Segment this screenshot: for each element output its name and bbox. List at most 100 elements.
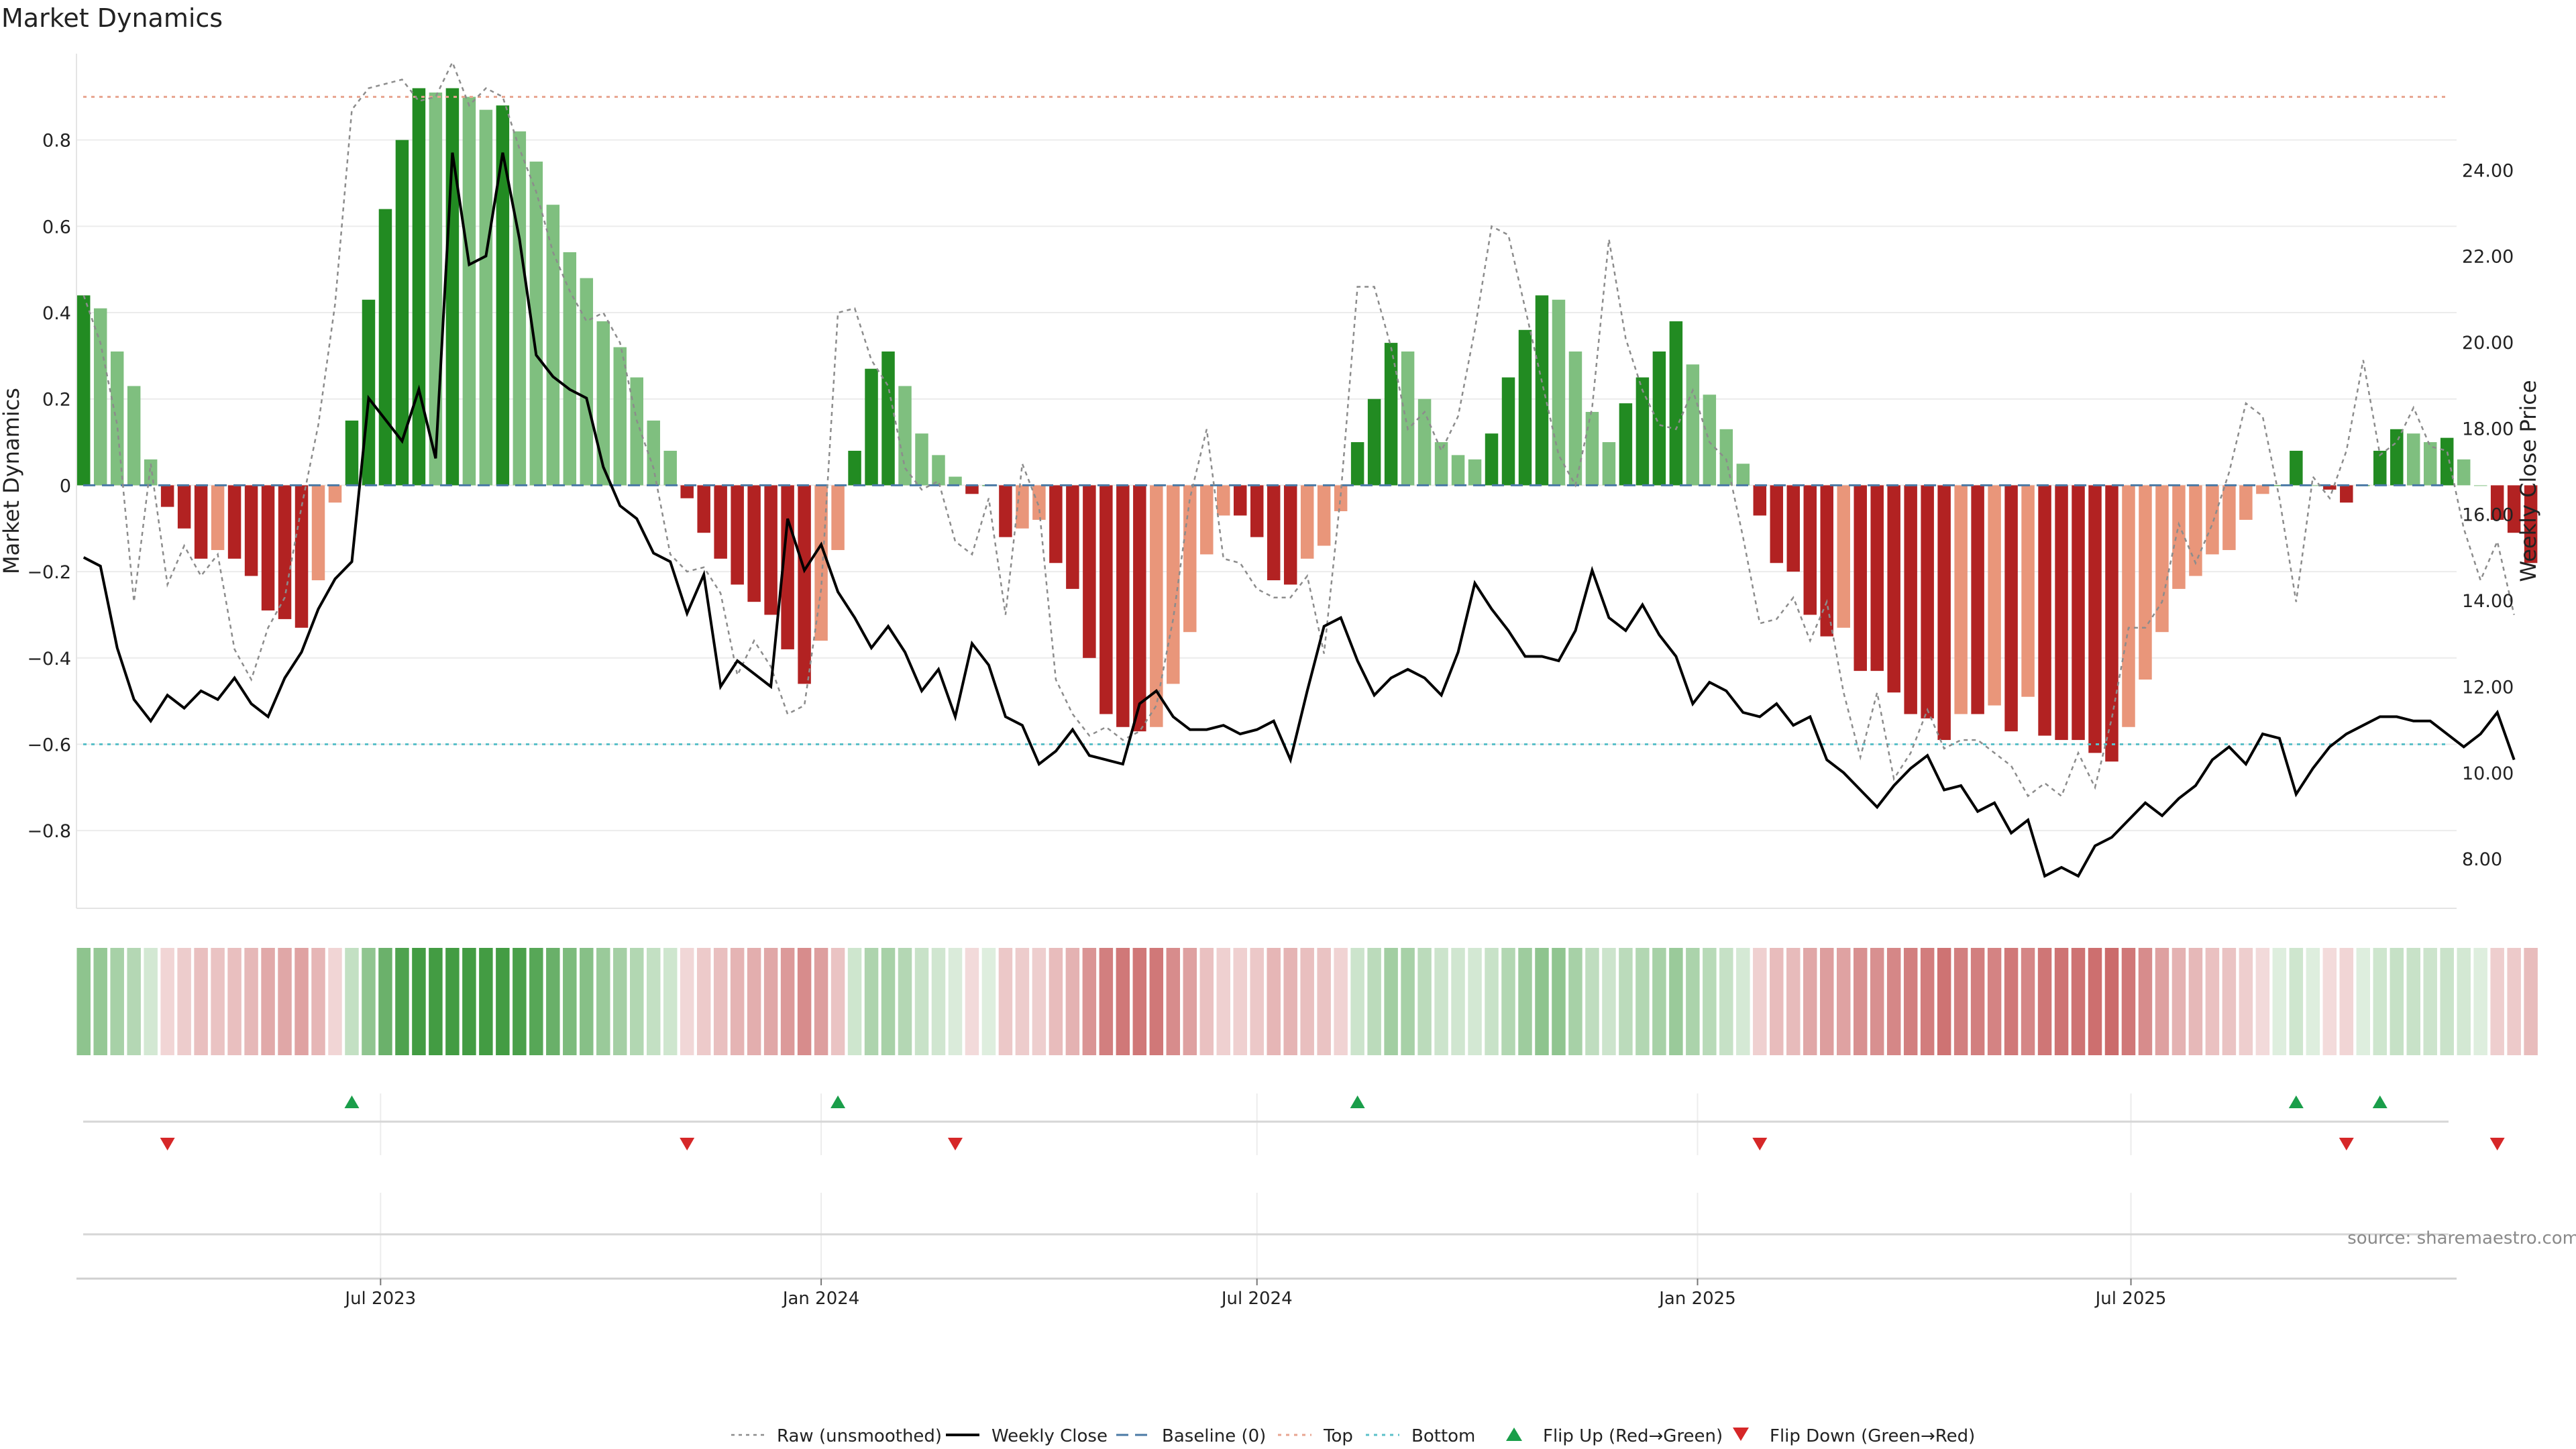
flip-down-marker bbox=[2489, 1138, 2505, 1150]
dynamics-bar bbox=[697, 485, 710, 533]
heat-cell bbox=[898, 948, 912, 1055]
y-tick-label: −0.2 bbox=[27, 562, 71, 583]
weekly-close-line bbox=[83, 152, 2516, 878]
heat-cell bbox=[948, 948, 963, 1055]
dynamics-bar bbox=[949, 476, 962, 486]
dynamics-bar bbox=[328, 485, 342, 503]
heat-cell bbox=[2440, 948, 2454, 1055]
heat-cell bbox=[412, 948, 426, 1055]
heat-cell bbox=[2322, 948, 2337, 1055]
dynamics-bar bbox=[395, 140, 409, 486]
dynamics-bar bbox=[580, 278, 594, 486]
dynamics-bar bbox=[2105, 485, 2118, 762]
dynamics-bar bbox=[1669, 321, 1683, 486]
heat-cell bbox=[2054, 948, 2069, 1055]
heat-cell bbox=[2088, 948, 2102, 1055]
y2-axis-ticks: 8.00 10.00 12.00 14.00 16.00 18.00 20.00 22.00 2… bbox=[2462, 160, 2514, 870]
dynamics-bar bbox=[2423, 442, 2437, 486]
heat-cell bbox=[2121, 948, 2136, 1055]
dynamics-bar bbox=[647, 420, 660, 486]
heat-cell bbox=[2255, 948, 2270, 1055]
heat-cell bbox=[1920, 948, 1935, 1055]
heat-cell bbox=[881, 948, 896, 1055]
heat-cell bbox=[2222, 948, 2237, 1055]
dynamics-bar bbox=[160, 485, 174, 507]
dynamics-bar bbox=[1267, 485, 1281, 580]
heat-cell bbox=[847, 948, 862, 1055]
dynamics-bar bbox=[1183, 485, 1197, 633]
heat-cell bbox=[2507, 948, 2521, 1055]
heat-cell bbox=[2457, 948, 2471, 1055]
dynamics-bar bbox=[496, 105, 510, 486]
flip-up-marker bbox=[2288, 1095, 2304, 1108]
dynamics-bar bbox=[278, 485, 292, 619]
heat-cell bbox=[1216, 948, 1230, 1055]
dynamics-bar bbox=[1736, 464, 1750, 486]
dynamics-bar bbox=[881, 351, 895, 486]
heat-cell bbox=[1485, 948, 1499, 1055]
heat-cell bbox=[613, 948, 627, 1055]
dynamics-bar bbox=[1753, 485, 1767, 516]
dynamics-bar bbox=[1719, 429, 1733, 486]
heat-cell bbox=[1886, 948, 1901, 1055]
dynamics-bar bbox=[2490, 485, 2504, 520]
heat-cell bbox=[2289, 948, 2304, 1055]
heat-cell bbox=[2390, 948, 2404, 1055]
dynamics-bar bbox=[513, 131, 527, 486]
dynamics-bar bbox=[630, 377, 643, 486]
source-note: source: sharemaestro.com bbox=[2347, 1228, 2576, 1248]
heat-cell bbox=[1183, 948, 1197, 1055]
heat-cell bbox=[1099, 948, 1114, 1055]
legend-label: Bottom bbox=[1411, 1426, 1475, 1446]
dynamics-bar bbox=[1099, 485, 1113, 714]
heat-cell bbox=[2490, 948, 2504, 1055]
dynamics-bar bbox=[613, 347, 627, 486]
heat-cell bbox=[1937, 948, 1951, 1055]
dynamics-bar bbox=[1434, 442, 1448, 486]
dynamics-bar bbox=[1971, 485, 1984, 714]
heat-cell bbox=[580, 948, 594, 1055]
dynamics-bar bbox=[462, 97, 476, 486]
legend-label: Top bbox=[1323, 1426, 1353, 1446]
heat-cell bbox=[479, 948, 493, 1055]
heat-cell bbox=[1082, 948, 1097, 1055]
dynamics-bar bbox=[1233, 485, 1247, 516]
dynamics-bar bbox=[227, 485, 241, 559]
dynamics-bar bbox=[2055, 485, 2068, 741]
heat-cell bbox=[1535, 948, 1549, 1055]
dynamics-bar bbox=[1217, 485, 1230, 516]
dynamics-bar bbox=[2155, 485, 2169, 633]
flip-down-marker bbox=[947, 1138, 963, 1150]
heat-cell bbox=[1283, 948, 1297, 1055]
flip-down-marker bbox=[680, 1138, 695, 1150]
legend-label: Flip Up (Red→Green) bbox=[1543, 1426, 1723, 1446]
dynamics-bar bbox=[1619, 403, 1633, 486]
heat-cell bbox=[194, 948, 208, 1055]
heat-cell bbox=[780, 948, 795, 1055]
heat-cell bbox=[496, 948, 510, 1055]
dynamics-bar bbox=[378, 209, 392, 486]
dynamics-bar bbox=[2256, 485, 2269, 494]
dynamics-bar bbox=[211, 485, 225, 550]
heat-cell bbox=[1401, 948, 1415, 1055]
legend-label: Raw (unsmoothed) bbox=[777, 1426, 942, 1446]
y-axis-label: Market Dynamics bbox=[0, 388, 24, 574]
dynamics-bar bbox=[2524, 485, 2538, 564]
y-tick-label: −0.6 bbox=[27, 735, 71, 755]
heat-cell bbox=[1015, 948, 1030, 1055]
dynamics-bar bbox=[1367, 398, 1381, 486]
dynamics-bar bbox=[93, 308, 107, 486]
y2-tick-label: 20.00 bbox=[2462, 333, 2514, 354]
dynamics-bar bbox=[1635, 377, 1650, 486]
heat-cell bbox=[1786, 948, 1801, 1055]
heat-cell bbox=[1703, 948, 1717, 1055]
y2-tick-label: 22.00 bbox=[2462, 247, 2514, 268]
heat-cell bbox=[76, 948, 91, 1055]
dynamics-bar bbox=[1300, 485, 1314, 559]
dynamics-bar bbox=[1401, 351, 1415, 486]
y2-tick-label: 12.00 bbox=[2462, 677, 2514, 698]
x-tick-label: Jan 2024 bbox=[782, 1289, 860, 1309]
heat-cell bbox=[1267, 948, 1281, 1055]
heat-cell bbox=[1836, 948, 1851, 1055]
y-tick-label: 0.2 bbox=[42, 390, 71, 411]
